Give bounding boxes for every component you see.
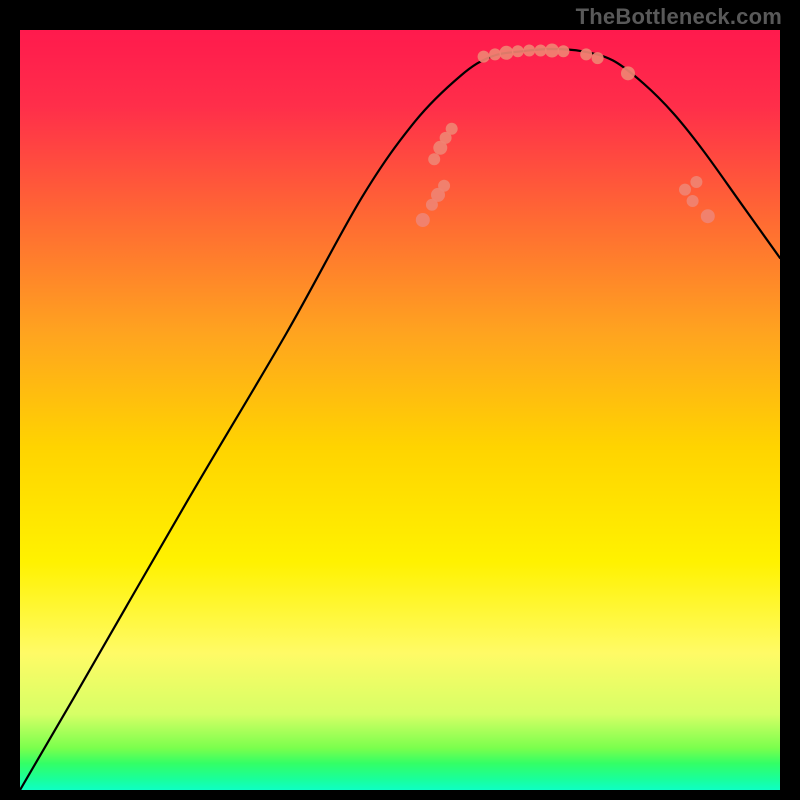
scatter-point: [701, 209, 715, 223]
scatter-point: [428, 153, 440, 165]
scatter-point: [679, 184, 691, 196]
scatter-point: [446, 123, 458, 135]
scatter-point: [535, 45, 547, 57]
scatter-point: [512, 45, 524, 57]
scatter-points: [20, 30, 780, 790]
scatter-point: [478, 51, 490, 63]
scatter-point: [438, 180, 450, 192]
stage: TheBottleneck.com: [0, 0, 800, 800]
watermark-text: TheBottleneck.com: [576, 4, 782, 30]
scatter-point: [687, 195, 699, 207]
scatter-point: [523, 45, 535, 57]
scatter-point: [592, 52, 604, 64]
plot-area: [20, 30, 780, 790]
scatter-point: [499, 46, 513, 60]
scatter-point: [489, 48, 501, 60]
scatter-point: [416, 213, 430, 227]
scatter-point: [545, 44, 559, 58]
scatter-point: [580, 48, 592, 60]
scatter-point: [690, 176, 702, 188]
scatter-point: [557, 45, 569, 57]
scatter-point: [621, 66, 635, 80]
